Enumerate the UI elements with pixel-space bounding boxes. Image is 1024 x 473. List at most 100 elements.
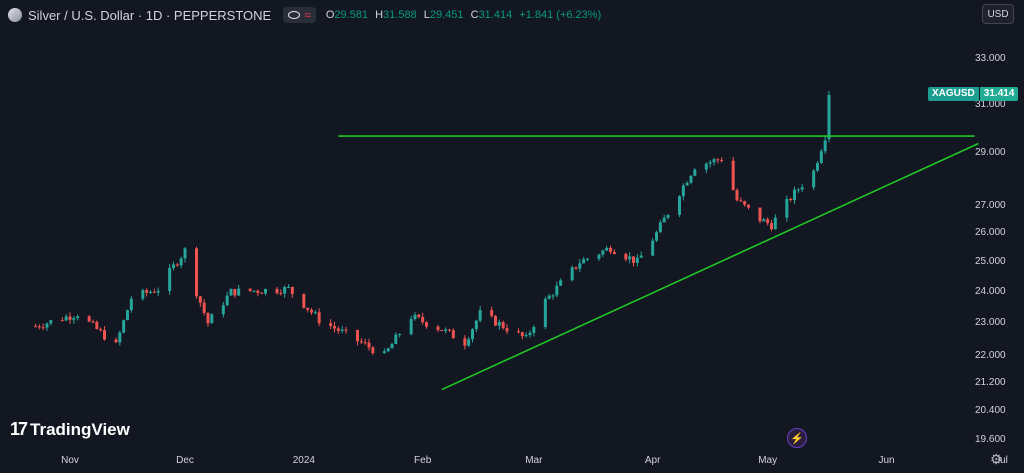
close-key: C xyxy=(470,9,479,21)
candle-up xyxy=(586,258,589,260)
candle-down xyxy=(436,326,440,330)
candle-up xyxy=(689,175,693,183)
candle-up xyxy=(390,343,394,349)
time-tick-label: Dec xyxy=(176,455,194,466)
candle-down xyxy=(789,198,793,201)
candle-down xyxy=(260,292,264,294)
candle-down xyxy=(743,201,747,205)
candle-down xyxy=(256,290,260,293)
candle-down xyxy=(494,315,497,326)
time-tick-label: Nov xyxy=(61,455,79,466)
candle-up xyxy=(532,326,536,333)
symbol-title[interactable]: Silver / U.S. Dollar · 1D · PEPPERSTONE xyxy=(28,7,272,23)
price-tick-label: 24.000 xyxy=(975,285,1006,297)
candle-down xyxy=(198,296,202,303)
close-value: 31.414 xyxy=(478,9,513,21)
candle-down xyxy=(720,159,724,161)
candle-up xyxy=(658,222,662,233)
candle-up xyxy=(478,310,482,321)
candle-up xyxy=(49,320,53,324)
candle-up xyxy=(172,264,175,269)
candle-up xyxy=(823,140,827,152)
candle-up xyxy=(762,219,766,222)
candle-down xyxy=(103,330,106,340)
candle-down xyxy=(145,290,149,293)
candle-up xyxy=(287,286,290,288)
candle-up xyxy=(72,318,76,320)
currency-button[interactable]: USD xyxy=(982,4,1014,24)
price-tag-symbol: XAGUSD xyxy=(928,87,979,101)
candle-up xyxy=(528,332,532,336)
candle-down xyxy=(206,312,210,324)
candle-down xyxy=(329,323,333,327)
candle-down xyxy=(448,329,451,331)
candle-up xyxy=(409,319,413,335)
candle-up xyxy=(252,290,256,292)
candle-up xyxy=(793,189,796,201)
lightning-icon[interactable]: ⚡ xyxy=(787,428,807,448)
candle-up xyxy=(210,314,214,324)
candle-up xyxy=(800,187,804,190)
time-tick-label: Mar xyxy=(525,455,543,466)
price-tick-label: 21.200 xyxy=(975,376,1006,388)
time-tick-label: May xyxy=(758,455,778,466)
candle-down xyxy=(490,310,494,316)
candle-up xyxy=(264,288,267,294)
candle-up xyxy=(685,182,689,186)
candle-up xyxy=(551,295,555,297)
candle-down xyxy=(624,253,628,260)
change-value: +1.841 (+6.23%) xyxy=(519,9,602,21)
candle-down xyxy=(425,322,428,327)
candle-down xyxy=(632,256,635,263)
high-value: 31.588 xyxy=(383,9,417,21)
candle-up xyxy=(225,295,229,306)
candle-down xyxy=(739,200,743,202)
candle-up xyxy=(639,255,643,258)
candle-up xyxy=(444,329,448,331)
candle-up xyxy=(547,295,551,299)
candle-down xyxy=(731,160,735,191)
candle-down xyxy=(463,338,467,346)
tradingview-logo[interactable]: 17 TradingView xyxy=(10,419,130,440)
candle-up xyxy=(681,185,685,197)
price-tick-label: 19.600 xyxy=(975,434,1006,445)
candle-down xyxy=(371,347,375,354)
candle-up xyxy=(129,298,133,311)
candle-down xyxy=(501,322,505,329)
ohlc-values: O29.581 H31.588 L29.451 C31.414 +1.841 (… xyxy=(326,9,605,21)
gear-icon[interactable]: ⚙ xyxy=(990,451,1003,467)
candle-up xyxy=(283,286,287,294)
candle-up xyxy=(785,198,789,218)
candle-up xyxy=(597,254,601,259)
candle-down xyxy=(451,330,455,339)
candle-down xyxy=(37,326,41,328)
candle-down xyxy=(310,309,313,313)
open-value: 29.581 xyxy=(334,9,369,21)
price-tick-label: 20.400 xyxy=(975,404,1006,416)
candle-up xyxy=(118,332,122,343)
candle-up xyxy=(555,285,559,296)
price-tick-label: 22.000 xyxy=(975,349,1006,361)
candle-up xyxy=(467,339,471,346)
candle-down xyxy=(363,342,367,344)
candle-up xyxy=(601,250,605,255)
candle-up xyxy=(229,288,233,296)
candle-down xyxy=(290,286,294,294)
visibility-toggle[interactable]: ≈ xyxy=(283,7,316,23)
time-tick-label: Apr xyxy=(644,455,661,466)
candle-up xyxy=(628,256,632,260)
candle-up xyxy=(708,162,712,164)
support-trendline[interactable] xyxy=(441,142,979,391)
price-tick-label: 27.000 xyxy=(975,199,1006,211)
candle-down xyxy=(517,331,520,333)
candle-up xyxy=(712,159,716,163)
price-tick-label: 26.000 xyxy=(975,227,1006,239)
candle-down xyxy=(34,326,37,328)
candle-up xyxy=(578,263,582,269)
candle-down xyxy=(152,291,156,293)
low-value: 29.451 xyxy=(429,9,464,21)
candle-down xyxy=(612,251,616,254)
time-tick-label: 2024 xyxy=(292,455,315,466)
